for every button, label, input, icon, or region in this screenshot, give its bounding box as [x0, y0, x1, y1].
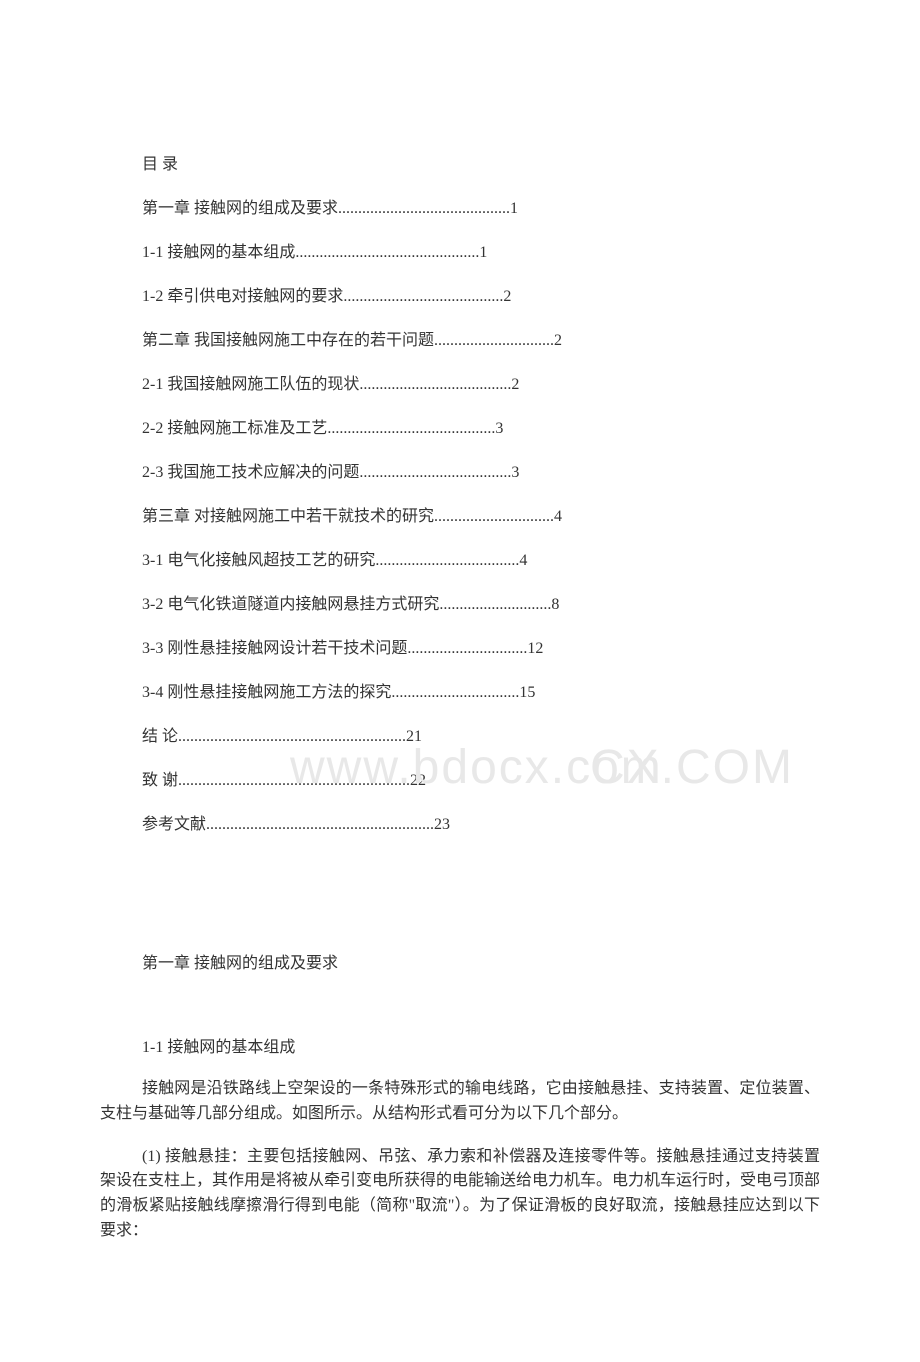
- toc-entry: 参考文献....................................…: [100, 810, 820, 834]
- watermark-text: CX.COM: [590, 740, 794, 795]
- toc-entry: 2-2 接触网施工标准及工艺..........................…: [100, 414, 820, 438]
- toc-entry: 3-2 电气化铁道隧道内接触网悬挂方式研究...................…: [100, 590, 820, 614]
- section-heading: 1-1 接触网的基本组成: [100, 1033, 820, 1057]
- toc-entry: 3-4 刚性悬挂接触网施工方法的探究......................…: [100, 678, 820, 702]
- toc-title: 目 录: [100, 150, 820, 174]
- body-paragraph: 接触网是沿铁路线上空架设的一条特殊形式的输电线路，它由接触悬挂、支持装置、定位装…: [100, 1077, 820, 1127]
- toc-entry: 第二章 我国接触网施工中存在的若干问题.....................…: [100, 326, 820, 350]
- toc-entry: 1-2 牵引供电对接触网的要求.........................…: [100, 282, 820, 306]
- toc-entry: 第三章 对接触网施工中若干就技术的研究.....................…: [100, 502, 820, 526]
- toc-entry: 1-1 接触网的基本组成............................…: [100, 238, 820, 262]
- body-paragraph: (1) 接触悬挂：主要包括接触网、吊弦、承力索和补偿器及连接零件等。接触悬挂通过…: [100, 1145, 820, 1244]
- toc-entry: 2-1 我国接触网施工队伍的现状........................…: [100, 370, 820, 394]
- toc-entry: 第一章 接触网的组成及要求...........................…: [100, 194, 820, 218]
- document-content: 目 录 第一章 接触网的组成及要求.......................…: [100, 150, 820, 1244]
- toc-entry: 3-1 电气化接触风超技工艺的研究.......................…: [100, 546, 820, 570]
- toc-entry: 3-3 刚性悬挂接触网设计若干技术问题.....................…: [100, 634, 820, 658]
- toc-entry: 2-3 我国施工技术应解决的问题........................…: [100, 458, 820, 482]
- chapter-heading: 第一章 接触网的组成及要求: [100, 949, 820, 973]
